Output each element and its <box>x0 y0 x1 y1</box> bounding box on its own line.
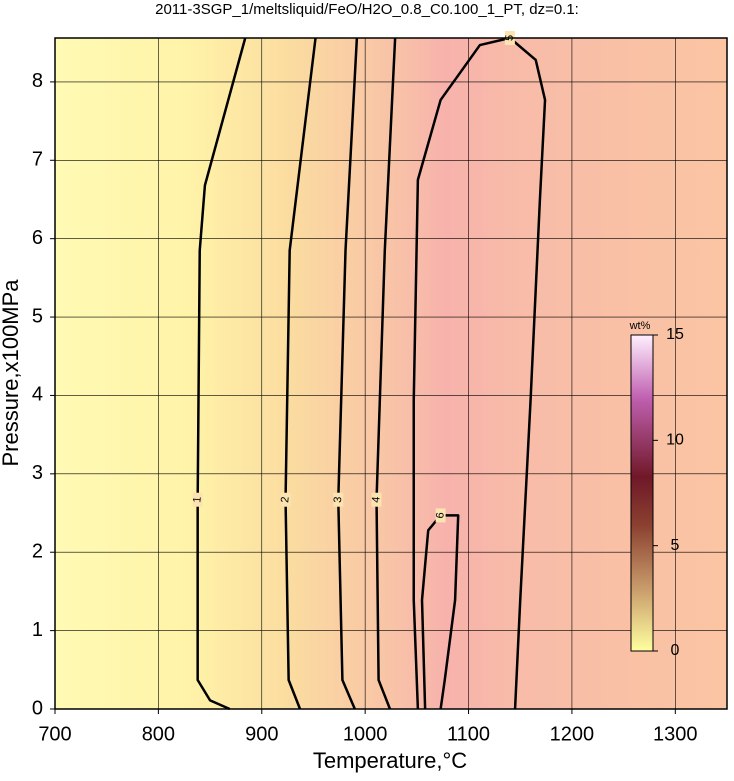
contour-label-bg <box>192 492 203 507</box>
contour-label: 6 <box>434 512 446 519</box>
x-tick-label: 1200 <box>550 723 595 745</box>
chart-title: 2011-3SGP_1/meltsliquid/FeO/H2O_0.8_C0.1… <box>155 1 579 18</box>
y-tick-label: 2 <box>32 541 43 563</box>
colorbar-tick-label: 15 <box>666 326 684 343</box>
contour-label: 2 <box>279 496 291 503</box>
contour-label: 3 <box>332 496 344 503</box>
contour-label-bg <box>333 492 344 507</box>
contour-label: 1 <box>191 496 203 503</box>
y-axis-label: Pressure,x100MPa <box>0 279 23 467</box>
contour-label: 4 <box>370 496 382 503</box>
x-tick-label: 900 <box>245 723 278 745</box>
y-tick-label: 0 <box>32 697 43 719</box>
y-tick-label: 5 <box>32 305 43 327</box>
y-tick-label: 4 <box>32 384 43 406</box>
x-tick-label: 800 <box>142 723 175 745</box>
x-tick-label: 700 <box>38 723 71 745</box>
contour-label-bg <box>371 492 382 507</box>
colorbar-label: wt% <box>629 320 651 332</box>
contour-label-bg <box>435 508 446 523</box>
colorbar-tick-label: 5 <box>671 537 680 554</box>
colorbar-tick-label: 0 <box>671 642 680 659</box>
x-tick-label: 1300 <box>653 723 698 745</box>
y-tick-label: 3 <box>32 462 43 484</box>
y-tick-label: 7 <box>32 149 43 171</box>
contour-line <box>420 514 460 710</box>
colorbar-tick-label: 10 <box>666 432 684 449</box>
plot-frame <box>54 37 728 710</box>
x-tick-label: 1000 <box>343 723 388 745</box>
y-tick-label: 6 <box>32 227 43 249</box>
x-axis-label: Temperature,°C <box>313 748 467 773</box>
plot-background <box>55 38 727 709</box>
colorbar <box>630 334 654 652</box>
y-tick-label: 8 <box>32 70 43 92</box>
x-tick-label: 1100 <box>447 723 490 745</box>
contour-label-bg <box>280 492 291 507</box>
y-tick-label: 1 <box>32 619 43 641</box>
